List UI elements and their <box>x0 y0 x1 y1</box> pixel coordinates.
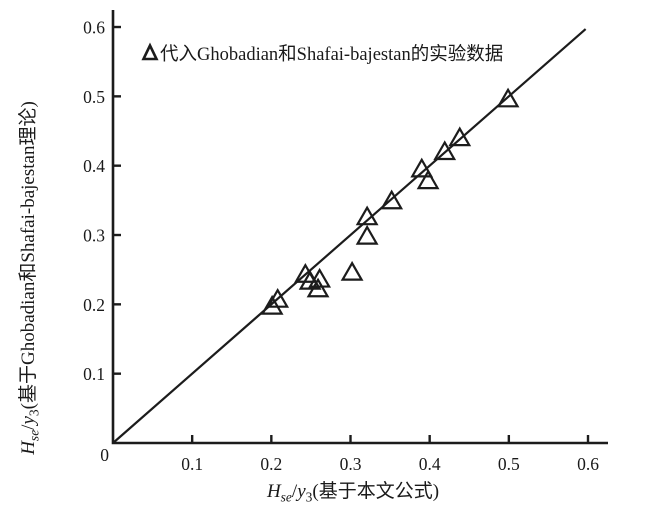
data-point-triangle <box>355 205 379 226</box>
x-tick-label: 0.3 <box>340 454 362 474</box>
y-tick-label: 0.2 <box>83 295 105 315</box>
chart-legend: 代入Ghobadian和Shafai-bajestan的实验数据 <box>141 42 503 65</box>
data-point-triangle <box>433 140 457 161</box>
x-tick-label: 0.5 <box>498 454 520 474</box>
origin-label: 0 <box>100 445 109 465</box>
x-tick-label: 0.2 <box>260 454 282 474</box>
data-point-triangle <box>448 126 472 147</box>
data-point-triangle <box>260 294 284 315</box>
data-point-triangle <box>416 169 440 190</box>
data-point-triangle <box>306 277 330 298</box>
x-axis-title: Hse/y3(基于本文公式) <box>266 480 439 505</box>
legend-label: 代入Ghobadian和Shafai-bajestan的实验数据 <box>160 44 503 65</box>
data-point-triangle <box>355 224 379 245</box>
x-tick-label: 0.4 <box>419 454 441 474</box>
data-point-triangle <box>266 287 290 308</box>
data-point-triangle <box>340 260 364 281</box>
y-tick-label: 0.3 <box>83 226 105 246</box>
data-point-triangle <box>496 87 520 108</box>
y-tick-label: 0.5 <box>83 87 105 107</box>
data-point-triangle <box>410 157 434 178</box>
y-axis-title: Hse/y3(基于Ghobadian和Shafai-bajestan理论) <box>17 101 42 456</box>
x-tick-label: 0.1 <box>181 454 203 474</box>
y-tick-label: 0.1 <box>83 364 105 384</box>
y-tick-label: 0.6 <box>83 18 105 38</box>
reference-line <box>112 28 587 444</box>
legend-marker-triangle-icon <box>141 42 159 61</box>
data-point-triangle <box>380 189 404 210</box>
y-tick-label: 0.4 <box>83 156 105 176</box>
x-tick-label: 0.6 <box>577 454 599 474</box>
data-point-triangle <box>308 267 332 288</box>
